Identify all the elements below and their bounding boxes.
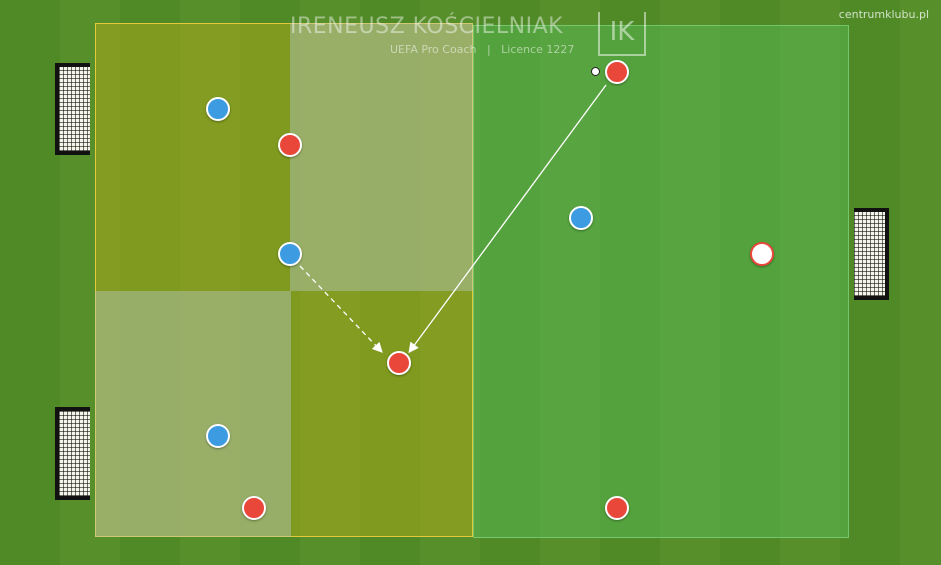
goal-net-icon [55, 63, 90, 155]
red-player [278, 133, 302, 157]
zone-light-top [290, 23, 473, 291]
coach-subtitle: UEFA Pro Coach | Licence 1227 [390, 43, 575, 56]
blue-player [206, 424, 230, 448]
logo: IK [598, 12, 646, 56]
red-player [605, 496, 629, 520]
zone-green-right [473, 25, 849, 538]
zone-yellow-left [95, 23, 473, 537]
run-arrow-icon [299, 265, 383, 353]
blue-player [569, 206, 593, 230]
blue-player [278, 242, 302, 266]
red-player [387, 351, 411, 375]
coach-name: IRENEUSZ KOŚCIELNIAK [290, 14, 564, 39]
blue-player [206, 97, 230, 121]
neutral-player [750, 242, 774, 266]
goal-net-icon [854, 208, 889, 300]
ball-icon [591, 67, 600, 76]
pass-arrow-icon [408, 84, 607, 354]
goal-net-icon [55, 407, 90, 500]
watermark: centrumklubu.pl [838, 8, 929, 21]
red-player [605, 60, 629, 84]
red-player [242, 496, 266, 520]
